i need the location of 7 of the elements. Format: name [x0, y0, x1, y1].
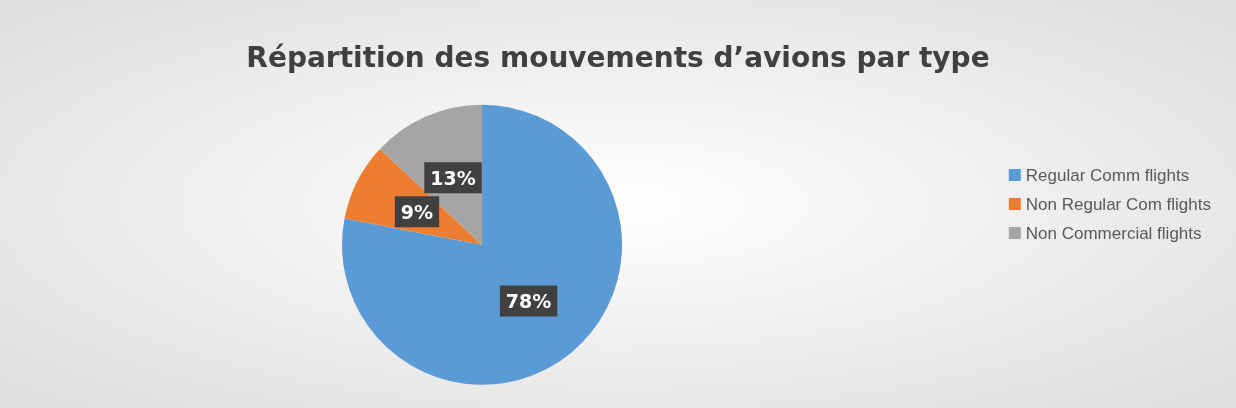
- chart-title: Répartition des mouvements d’avions par type: [246, 40, 990, 74]
- legend-label: Non Commercial flights: [1025, 223, 1202, 243]
- legend-label: Regular Comm flights: [1025, 165, 1190, 185]
- data-label: 13%: [430, 166, 476, 189]
- data-label: 78%: [505, 290, 552, 313]
- data-label: 9%: [400, 200, 434, 223]
- legend-label: Non Regular Com flights: [1025, 194, 1212, 214]
